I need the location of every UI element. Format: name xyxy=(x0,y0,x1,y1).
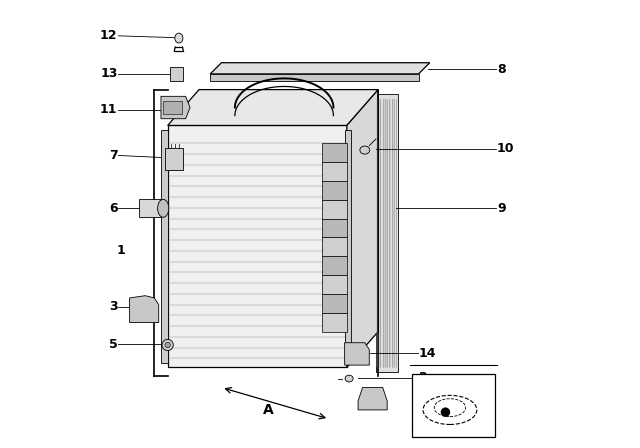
Text: 8: 8 xyxy=(497,63,506,76)
Polygon shape xyxy=(345,130,351,363)
Polygon shape xyxy=(168,90,378,125)
Polygon shape xyxy=(347,90,378,367)
Text: 11: 11 xyxy=(100,103,118,116)
Polygon shape xyxy=(139,199,161,217)
Polygon shape xyxy=(323,143,347,162)
Polygon shape xyxy=(161,130,168,363)
Polygon shape xyxy=(323,219,347,237)
Polygon shape xyxy=(210,63,430,74)
Polygon shape xyxy=(323,200,347,219)
Text: 1: 1 xyxy=(116,244,125,258)
Bar xyxy=(412,374,495,437)
Polygon shape xyxy=(323,275,347,294)
Polygon shape xyxy=(323,237,347,256)
Polygon shape xyxy=(323,181,347,200)
Polygon shape xyxy=(376,94,398,372)
Ellipse shape xyxy=(157,199,169,217)
Polygon shape xyxy=(210,74,419,81)
Text: 6: 6 xyxy=(109,202,118,215)
Polygon shape xyxy=(323,162,347,181)
Text: 2: 2 xyxy=(419,371,428,384)
Text: 10: 10 xyxy=(497,142,515,155)
Polygon shape xyxy=(358,388,387,410)
Polygon shape xyxy=(323,313,347,332)
Ellipse shape xyxy=(360,146,370,154)
Ellipse shape xyxy=(442,408,449,416)
Text: A: A xyxy=(263,403,274,417)
Text: 3: 3 xyxy=(109,300,118,314)
Text: 7: 7 xyxy=(109,149,118,162)
Ellipse shape xyxy=(345,375,353,382)
Text: 13: 13 xyxy=(100,67,118,81)
Text: 9: 9 xyxy=(497,202,506,215)
Text: CC05652*: CC05652* xyxy=(419,425,459,434)
Text: 12: 12 xyxy=(100,29,118,43)
Polygon shape xyxy=(168,125,347,367)
Ellipse shape xyxy=(175,33,183,43)
Ellipse shape xyxy=(165,342,170,348)
Text: 14: 14 xyxy=(419,346,436,360)
Ellipse shape xyxy=(162,340,173,350)
Polygon shape xyxy=(323,294,347,313)
Polygon shape xyxy=(163,101,182,114)
FancyBboxPatch shape xyxy=(165,148,184,170)
Polygon shape xyxy=(161,96,190,119)
Text: 5: 5 xyxy=(109,337,118,351)
Polygon shape xyxy=(323,256,347,275)
Polygon shape xyxy=(130,296,159,323)
Bar xyxy=(170,67,184,81)
Polygon shape xyxy=(345,343,369,365)
